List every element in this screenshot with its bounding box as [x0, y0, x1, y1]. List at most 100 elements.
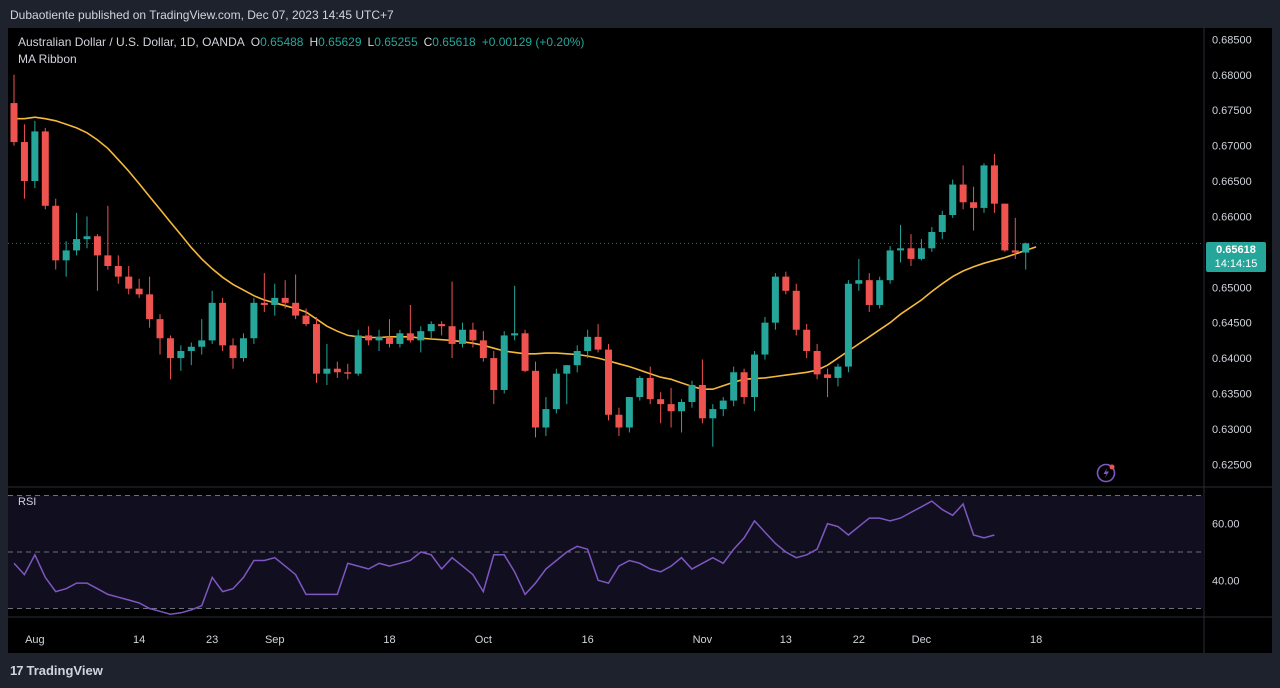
candle [10, 74, 18, 146]
candle-body [292, 302, 300, 316]
candle [146, 276, 154, 328]
candle [907, 234, 915, 266]
candle [198, 319, 206, 355]
candle [104, 205, 112, 270]
candle-body [146, 294, 154, 320]
candle [490, 351, 498, 405]
candle [281, 280, 289, 309]
candle-body [813, 351, 821, 375]
last-price: 0.65618 [1216, 244, 1256, 256]
candle [594, 324, 602, 353]
candle-body [709, 409, 717, 419]
candle-body [62, 250, 70, 261]
indicator-label[interactable]: MA Ribbon [18, 52, 77, 66]
candle [375, 329, 383, 351]
candle-body [177, 351, 185, 359]
high-value: 0.65629 [318, 35, 362, 49]
symbol-name[interactable]: Australian Dollar / U.S. Dollar, 1D, OAN… [18, 35, 245, 49]
candle [865, 273, 873, 313]
candle [1011, 217, 1019, 259]
candle-body [104, 255, 112, 266]
price-tick-label: 0.67000 [1212, 141, 1252, 153]
candle-body [438, 324, 446, 327]
candle-body [1001, 203, 1009, 251]
candle-body [657, 399, 665, 405]
candle-body [10, 103, 18, 143]
candle-body [354, 335, 362, 374]
candle-body [917, 248, 925, 259]
candle-body [31, 131, 39, 181]
legend-ohlc-row: Australian Dollar / U.S. Dollar, 1D, OAN… [18, 34, 584, 51]
candle [709, 404, 717, 447]
candle [354, 329, 362, 376]
candles-layer [10, 74, 1030, 447]
open-value: 0.65488 [260, 35, 304, 49]
candle-body [511, 333, 519, 336]
candle-body [970, 202, 978, 208]
candle-body [615, 414, 623, 428]
candle-body [479, 340, 487, 359]
change-value: +0.00129 (+0.20%) [481, 35, 585, 49]
publisher-text: Dubaotiente published on TradingView.com… [10, 8, 394, 22]
candle-body [782, 276, 790, 291]
grid-layer [8, 28, 1272, 653]
candle-body [834, 366, 842, 378]
price-tick-label: 0.67500 [1212, 105, 1252, 117]
candle [1022, 242, 1030, 270]
candle-body [730, 372, 738, 401]
candle-body [208, 302, 216, 341]
lightning-badge-icon[interactable] [1096, 463, 1116, 483]
candle-body [239, 338, 247, 359]
candle-body [344, 372, 352, 374]
price-tick-label: 0.66000 [1212, 211, 1252, 223]
candle-body [156, 319, 164, 339]
candle-body [667, 404, 675, 412]
candle [31, 120, 39, 189]
price-tick-label: 0.65000 [1212, 282, 1252, 294]
time-tick-label: 22 [853, 634, 865, 646]
low-label: L [367, 35, 375, 49]
candle-body [678, 402, 686, 412]
candle [792, 283, 800, 336]
candle [938, 210, 946, 240]
close-value: 0.65618 [432, 35, 476, 49]
candle [41, 127, 49, 210]
candle [803, 324, 811, 359]
time-tick-label: Sep [265, 634, 285, 646]
candle-body [761, 322, 769, 355]
time-tick-label: 18 [383, 634, 395, 646]
candle [886, 246, 894, 284]
candle [427, 321, 435, 339]
last-price-tag: 0.65618 14:14:15 [1206, 242, 1266, 272]
price-tick-label: 0.63500 [1212, 389, 1252, 401]
candle [636, 375, 644, 401]
candle-body [250, 302, 258, 339]
candle-body [990, 165, 998, 204]
candle [771, 273, 779, 330]
candle [646, 366, 654, 405]
symbol-legend: Australian Dollar / U.S. Dollar, 1D, OAN… [18, 34, 584, 68]
rsi-tick-label: 60.00 [1212, 519, 1240, 531]
candle-body [312, 324, 320, 374]
candle [573, 345, 581, 373]
candle-body [698, 385, 706, 419]
candle-body [375, 336, 383, 341]
candle [511, 285, 519, 341]
rsi-line [13, 500, 995, 615]
tradingview-logo[interactable]: 17 TradingView [10, 663, 103, 678]
open-label: O [250, 35, 261, 49]
price-tick-label: 0.64000 [1212, 353, 1252, 365]
candle-body [83, 236, 91, 240]
candle [166, 335, 174, 380]
candle-body [980, 165, 988, 208]
candle [542, 397, 550, 436]
candle-body [490, 358, 498, 390]
candle [302, 308, 310, 327]
high-label: H [309, 35, 319, 49]
rsi-title[interactable]: RSI [18, 496, 37, 508]
candle [83, 216, 91, 249]
candle-body [584, 336, 592, 351]
candle-body [302, 315, 310, 325]
candle-body [938, 215, 946, 232]
